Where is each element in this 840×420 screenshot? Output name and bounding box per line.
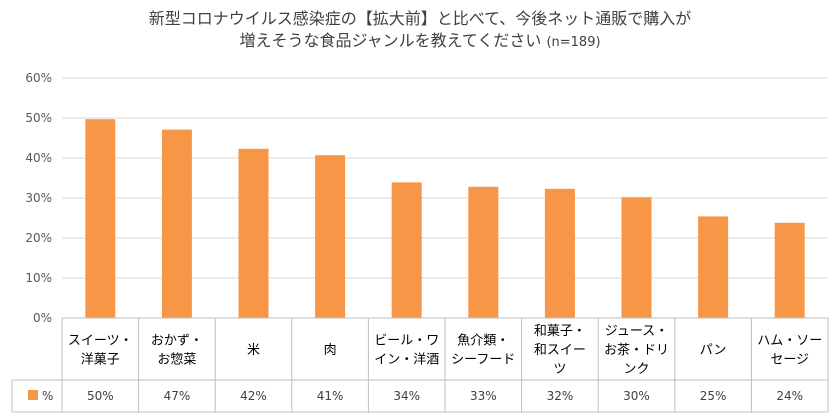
y-tick-label: 0% bbox=[33, 311, 52, 325]
bar bbox=[238, 148, 269, 318]
category-label: おかず・ bbox=[151, 334, 203, 349]
data-label: 30% bbox=[623, 389, 650, 403]
y-tick-label: 30% bbox=[25, 191, 52, 205]
category-label: ツ bbox=[553, 362, 566, 377]
y-tick-label: 60% bbox=[25, 71, 52, 85]
category-label: 洋菓子 bbox=[81, 353, 120, 368]
bar bbox=[621, 197, 652, 318]
category-label: ハム・ソー bbox=[757, 334, 822, 349]
category-label: お惣菜 bbox=[157, 353, 196, 368]
bar bbox=[544, 188, 575, 318]
category-label: ビール・ワ bbox=[374, 334, 439, 349]
bar bbox=[161, 129, 192, 318]
bar bbox=[391, 182, 422, 318]
chart-title-line-2-text: 増えそうな食品ジャンルを教えてください bbox=[239, 31, 542, 50]
chart-subtitle: (n=189) bbox=[546, 35, 601, 50]
y-tick-label: 50% bbox=[25, 111, 52, 125]
data-label: 33% bbox=[470, 389, 497, 403]
chart-title-line-2: 増えそうな食品ジャンルを教えてください (n=189) bbox=[0, 30, 840, 54]
bar bbox=[315, 155, 346, 318]
data-label: 25% bbox=[700, 389, 727, 403]
y-tick-label: 40% bbox=[25, 151, 52, 165]
data-label: 41% bbox=[317, 389, 344, 403]
category-label: ンク bbox=[623, 362, 649, 377]
legend-swatch bbox=[28, 390, 38, 400]
y-tick-label: 20% bbox=[25, 231, 52, 245]
category-label: 魚介類・ bbox=[457, 334, 509, 349]
category-label: 肉 bbox=[324, 343, 337, 358]
data-label: 34% bbox=[393, 389, 420, 403]
bar bbox=[468, 186, 499, 318]
chart-title-line-1: 新型コロナウイルス感染症の【拡大前】と比べて、今後ネット通販で購入が bbox=[148, 9, 692, 28]
data-label: 32% bbox=[547, 389, 574, 403]
data-label: 24% bbox=[776, 389, 803, 403]
category-label: ジュース・ bbox=[605, 324, 668, 339]
category-label: お茶・ドリ bbox=[604, 342, 669, 358]
bar bbox=[774, 222, 805, 318]
chart-title: 新型コロナウイルス感染症の【拡大前】と比べて、今後ネット通販で購入が 増えそうな… bbox=[0, 8, 840, 54]
category-label: 和スイー bbox=[534, 343, 586, 358]
bar bbox=[85, 119, 116, 318]
category-label: スイーツ・ bbox=[68, 334, 133, 349]
y-tick-label: 10% bbox=[25, 271, 52, 285]
category-label: 米 bbox=[247, 343, 260, 358]
category-label: イン・洋酒 bbox=[374, 353, 439, 368]
category-label: セージ bbox=[770, 353, 809, 368]
data-label: 42% bbox=[240, 389, 267, 403]
data-label: 47% bbox=[164, 389, 191, 403]
category-label: パン bbox=[700, 343, 727, 358]
bar bbox=[698, 216, 729, 318]
legend-label: % bbox=[42, 389, 53, 403]
category-label: 和菓子・ bbox=[534, 324, 586, 339]
data-label: 50% bbox=[87, 389, 114, 403]
category-label: シーフード bbox=[451, 353, 515, 368]
